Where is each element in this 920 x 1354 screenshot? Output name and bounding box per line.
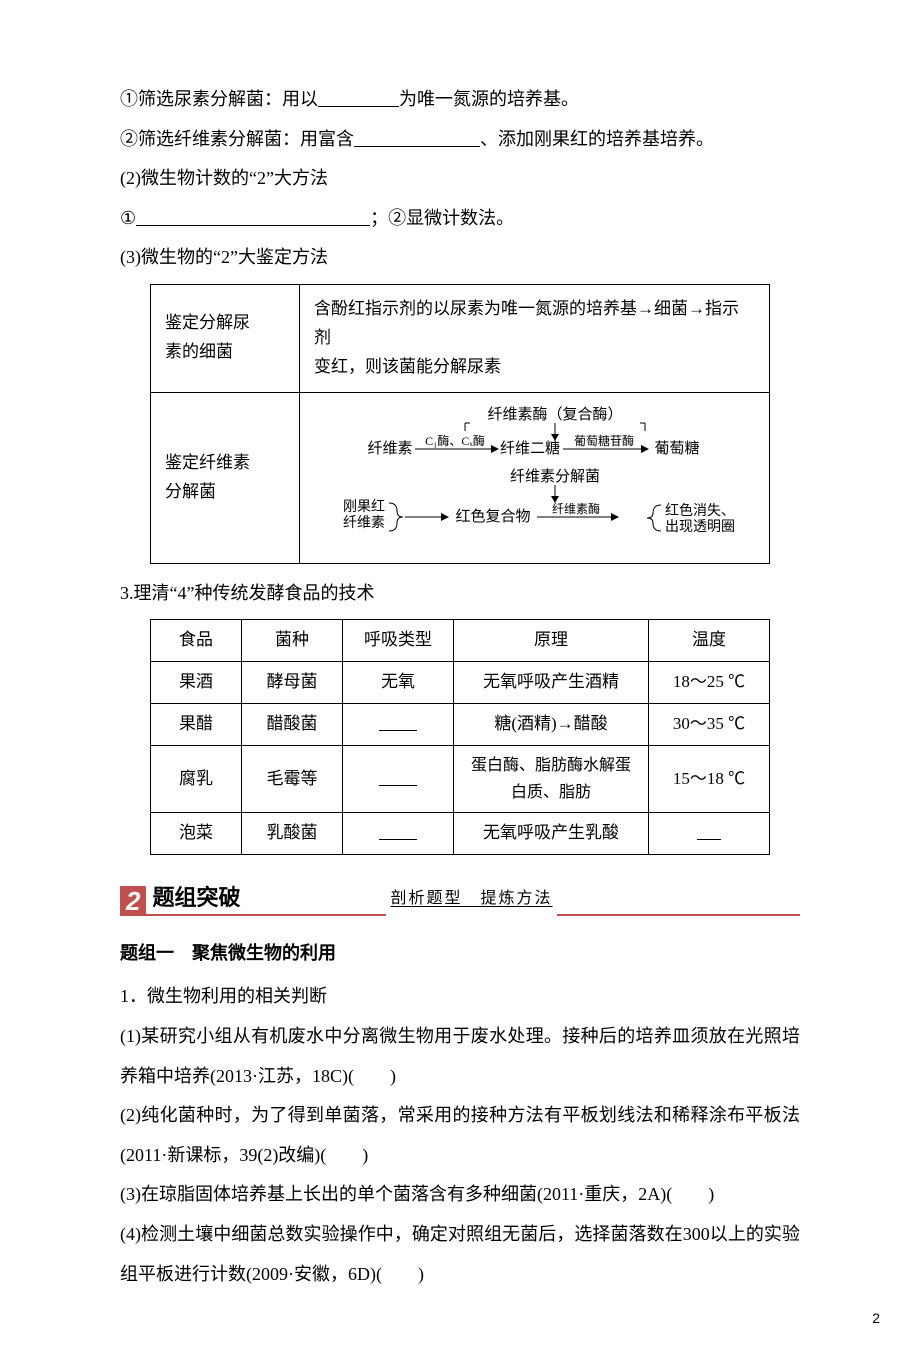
t2-r2c1: 腐乳: [151, 745, 242, 812]
section-number-box: 2: [120, 886, 148, 916]
group1-p1: (1)某研究小组从有机废水中分离微生物用于废水处理。接种后的培养皿须放在光照培养…: [120, 1017, 800, 1096]
table-row: 食品 菌种 呼吸类型 原理 温度: [151, 620, 770, 662]
blank-2: [354, 128, 480, 147]
table-row: 鉴定纤维素 分解菌 纤维素酶（复合酶） 纤维素 C₁酶、Cₓ酶 纤维二糖 葡萄糖…: [151, 392, 770, 563]
t2-r1c4: 糖(酒精)→醋酸: [454, 703, 649, 745]
d-res1: 红色消失、: [665, 502, 735, 519]
heading-3: 3.理清“4”种传统发酵食品的技术: [120, 574, 800, 614]
group1-title: 题组一 聚焦微生物的利用: [120, 934, 800, 974]
t1-r1c2a: 含酚红指示剂的以尿素为唯一氮源的培养基→细菌→指示剂: [314, 295, 755, 353]
t1-r2c1a: 鉴定纤维素: [165, 449, 285, 478]
t1-r2c2-diagram: 纤维素酶（复合酶） 纤维素 C₁酶、Cₓ酶 纤维二糖 葡萄糖苷酶 葡萄糖 纤维素…: [300, 392, 770, 563]
section-subtitle: 剖析题型 提炼方法: [386, 881, 556, 916]
t2-r3c1: 泡菜: [151, 813, 242, 855]
section-line: 剖析题型 提炼方法: [246, 914, 800, 916]
line-4a: ①: [120, 208, 136, 228]
t2-r3c2: 乳酸菌: [242, 813, 343, 855]
t2-r1c2: 醋酸菌: [242, 703, 343, 745]
t1-r1c2: 含酚红指示剂的以尿素为唯一氮源的培养基→细菌→指示剂 变红，则该菌能分解尿素: [300, 284, 770, 392]
t2-h5: 温度: [649, 620, 770, 662]
t2-r0c4: 无氧呼吸产生酒精: [454, 662, 649, 704]
t1-r1c1a: 鉴定分解尿: [165, 309, 285, 338]
blank-3: [136, 207, 370, 226]
section-header: 2 题组突破 剖析题型 提炼方法: [120, 883, 800, 916]
t2-r3c5: [649, 813, 770, 855]
t2-h2: 菌种: [242, 620, 343, 662]
t1-r2c1b: 分解菌: [165, 478, 285, 507]
t2-r1c5: 30～35 ℃: [649, 703, 770, 745]
t2-r1c3: [343, 703, 454, 745]
t1-r2c1: 鉴定纤维素 分解菌: [151, 392, 300, 563]
line-1b: 为唯一氮源的培养基。: [399, 89, 579, 109]
line-5: (3)微生物的“2”大鉴定方法: [120, 238, 800, 278]
d-res2: 出现透明圈: [665, 519, 735, 535]
t2-r3c3: [343, 813, 454, 855]
table-row: 鉴定分解尿 素的细菌 含酚红指示剂的以尿素为唯一氮源的培养基→细菌→指示剂 变红…: [151, 284, 770, 392]
t1-r1c1: 鉴定分解尿 素的细菌: [151, 284, 300, 392]
identification-table: 鉴定分解尿 素的细菌 含酚红指示剂的以尿素为唯一氮源的培养基→细菌→指示剂 变红…: [150, 284, 770, 564]
blank-1: [318, 88, 399, 107]
t2-r3c4: 无氧呼吸产生乳酸: [454, 813, 649, 855]
t1-r1c1b: 素的细菌: [165, 338, 285, 367]
blank-cell: [379, 713, 416, 731]
t2-r2c2: 毛霉等: [242, 745, 343, 812]
t2-r0c1: 果酒: [151, 662, 242, 704]
d-top: 纤维素酶（复合酶）: [487, 405, 622, 423]
d-right1: 葡萄糖: [654, 440, 699, 457]
d-left: 纤维素: [367, 440, 412, 457]
t1-r1c2b: 变红，则该菌能分解尿素: [314, 353, 755, 382]
table-row: 泡菜 乳酸菌 无氧呼吸产生乳酸: [151, 813, 770, 855]
t2-r2c4: 蛋白酶、脂肪酶水解蛋白质、脂肪: [454, 745, 649, 812]
line-3: (2)微生物计数的“2”大方法: [120, 159, 800, 199]
blank-cell: [697, 822, 721, 840]
line-2a: ②筛选纤维素分解菌：用富含: [120, 129, 354, 149]
d-sub: 纤维素分解菌: [509, 468, 599, 485]
group1-p2: (2)纯化菌种时，为了得到单菌落，常采用的接种方法有平板划线法和稀释涂布平板法(…: [120, 1096, 800, 1175]
t2-h3: 呼吸类型: [343, 620, 454, 662]
group1-q1: 1．微生物利用的相关判断: [120, 977, 800, 1017]
group1-p3: (3)在琼脂固体培养基上长出的单个菌落含有多种细菌(2011·重庆，2A)( ): [120, 1175, 800, 1215]
line-1: ①筛选尿素分解菌：用以 为唯一氮源的培养基。: [120, 80, 800, 120]
t2-r1c1: 果醋: [151, 703, 242, 745]
d-lp2: 纤维素: [343, 515, 385, 531]
blank-cell: [379, 822, 416, 840]
d-mid1: 纤维二糖: [499, 440, 559, 457]
fermentation-table: 食品 菌种 呼吸类型 原理 温度 果酒 酵母菌 无氧 无氧呼吸产生酒精 18～2…: [150, 619, 770, 855]
blank-cell: [379, 768, 416, 786]
section-label: 题组突破: [146, 883, 246, 916]
table-row: 果醋 醋酸菌 糖(酒精)→醋酸 30～35 ℃: [151, 703, 770, 745]
group1-p4: (4)检测土壤中细菌总数实验操作中，确定对照组无菌后，选择菌落数在300以上的实…: [120, 1215, 800, 1294]
d-enz2: 葡萄糖苷酶: [573, 433, 633, 448]
d-enz1: C₁酶、Cₓ酶: [425, 433, 485, 448]
t2-r2c5: 15～18 ℃: [649, 745, 770, 812]
table-row: 果酒 酵母菌 无氧 无氧呼吸产生酒精 18～25 ℃: [151, 662, 770, 704]
page-number: 2: [872, 1303, 880, 1334]
line-1a: ①筛选尿素分解菌：用以: [120, 89, 318, 109]
t2-h4: 原理: [454, 620, 649, 662]
t2-h1: 食品: [151, 620, 242, 662]
t2-r0c2: 酵母菌: [242, 662, 343, 704]
d-complex: 红色复合物: [455, 507, 530, 525]
d-enz3: 纤维素酶: [551, 501, 599, 516]
line-2: ②筛选纤维素分解菌：用富含 、添加刚果红的培养基培养。: [120, 120, 800, 160]
line-4: ① ；②显微计数法。: [120, 199, 800, 239]
line-4b: ；②显微计数法。: [370, 208, 514, 228]
cellulose-diagram: 纤维素酶（复合酶） 纤维素 C₁酶、Cₓ酶 纤维二糖 葡萄糖苷酶 葡萄糖 纤维素…: [315, 403, 755, 543]
t2-r0c3: 无氧: [343, 662, 454, 704]
table-row: 腐乳 毛霉等 蛋白酶、脂肪酶水解蛋白质、脂肪 15～18 ℃: [151, 745, 770, 812]
t2-r0c5: 18～25 ℃: [649, 662, 770, 704]
line-2b: 、添加刚果红的培养基培养。: [480, 129, 714, 149]
t2-r2c3: [343, 745, 454, 812]
d-lp1: 刚果红: [343, 499, 385, 515]
